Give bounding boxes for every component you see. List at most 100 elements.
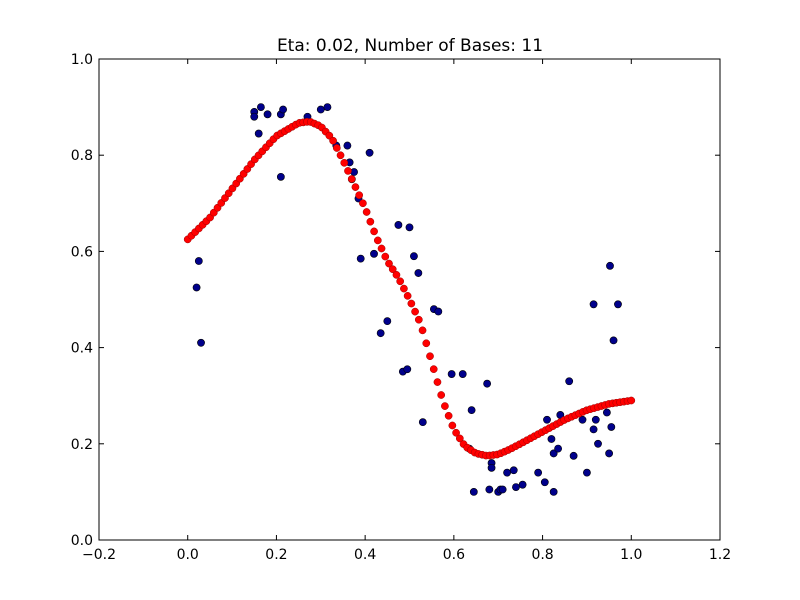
data-point <box>549 449 558 458</box>
data-point <box>540 478 549 487</box>
data-point <box>483 379 492 388</box>
data-point <box>583 468 591 477</box>
fit-point <box>373 236 382 245</box>
data-point <box>257 103 265 111</box>
data-point <box>447 370 456 378</box>
data-point <box>605 449 614 458</box>
fit-point <box>332 144 341 152</box>
data-point <box>434 307 443 316</box>
data-point <box>316 105 325 114</box>
fit-point <box>418 326 427 335</box>
x-tick-label: 0.4 <box>354 547 376 563</box>
data-point <box>376 329 385 338</box>
fit-point <box>385 259 393 268</box>
data-points-layer <box>183 103 636 496</box>
fit-point <box>437 391 446 399</box>
data-point <box>509 466 518 475</box>
x-tick-label: −0.2 <box>82 547 116 563</box>
data-point <box>343 141 352 150</box>
data-point <box>254 129 263 138</box>
data-point <box>469 487 478 496</box>
data-point <box>418 418 427 427</box>
fit-point <box>392 271 401 279</box>
data-point <box>405 223 414 232</box>
data-point <box>365 148 374 157</box>
data-point <box>467 406 476 415</box>
data-point <box>414 269 423 277</box>
fit-point <box>359 199 367 208</box>
x-tick-label: 1.0 <box>620 547 642 563</box>
data-point <box>602 408 611 417</box>
x-tick-label: 1.2 <box>709 547 731 563</box>
data-point <box>614 300 622 309</box>
data-point <box>458 370 467 378</box>
fit-point <box>400 284 408 293</box>
data-point <box>498 485 507 494</box>
fit-point <box>433 378 442 386</box>
data-point <box>263 110 272 119</box>
fit-point <box>448 421 457 430</box>
data-point <box>609 336 618 345</box>
y-tick-label: 1.0 <box>71 52 93 68</box>
fit-point <box>441 402 449 410</box>
fit-point <box>329 136 337 145</box>
data-point <box>403 365 412 374</box>
data-point <box>485 485 494 494</box>
data-point <box>512 483 520 491</box>
data-point <box>534 468 543 477</box>
y-tick-label: 0.4 <box>71 341 93 357</box>
fit-point <box>627 396 636 405</box>
data-point <box>194 257 203 265</box>
data-point <box>591 415 600 424</box>
chart-title: Eta: 0.02, Number of Bases: 11 <box>277 36 543 56</box>
x-tick-label: 0.2 <box>265 547 287 563</box>
data-point <box>589 425 598 434</box>
data-point <box>197 338 205 347</box>
data-point <box>606 261 614 270</box>
data-point <box>356 254 365 263</box>
fit-point <box>351 183 360 191</box>
y-tick-label: 0.8 <box>71 148 93 164</box>
data-point <box>547 435 556 443</box>
y-tick-label: 0.0 <box>71 533 93 549</box>
data-point <box>594 439 602 448</box>
fit-point <box>381 252 390 261</box>
data-point <box>549 487 558 496</box>
data-point <box>578 415 587 424</box>
data-point <box>370 249 378 258</box>
data-point <box>543 415 551 424</box>
fit-point <box>336 151 345 160</box>
data-point <box>410 252 418 261</box>
fit-point <box>411 307 419 316</box>
fit-point <box>366 217 375 226</box>
plot-frame <box>98 58 721 541</box>
data-point <box>569 451 578 460</box>
fit-point <box>362 208 371 216</box>
fit-point <box>429 365 438 373</box>
fit-point <box>355 191 364 200</box>
axes-layer: −0.2 0.0 0.2 0.4 0.6 0.8 1.0 1.20.00.20.40.60.8… <box>71 52 731 563</box>
data-point <box>394 221 403 229</box>
fit-point <box>377 244 386 253</box>
data-point <box>279 105 287 114</box>
y-tick-label: 0.2 <box>71 437 93 453</box>
data-point <box>503 468 511 477</box>
fit-point <box>396 277 405 286</box>
fit-point <box>403 292 412 300</box>
fit-point <box>414 315 423 324</box>
data-point <box>518 480 527 489</box>
fit-point <box>407 299 416 308</box>
fit-point <box>347 175 356 183</box>
data-point <box>383 317 392 326</box>
data-point <box>589 300 598 309</box>
data-point <box>565 377 574 386</box>
data-point <box>276 172 285 181</box>
fit-point <box>344 167 352 175</box>
fit-point <box>455 434 464 443</box>
fit-point <box>452 428 460 437</box>
fit-point <box>444 411 453 420</box>
data-point <box>487 463 496 472</box>
data-point <box>323 103 332 111</box>
